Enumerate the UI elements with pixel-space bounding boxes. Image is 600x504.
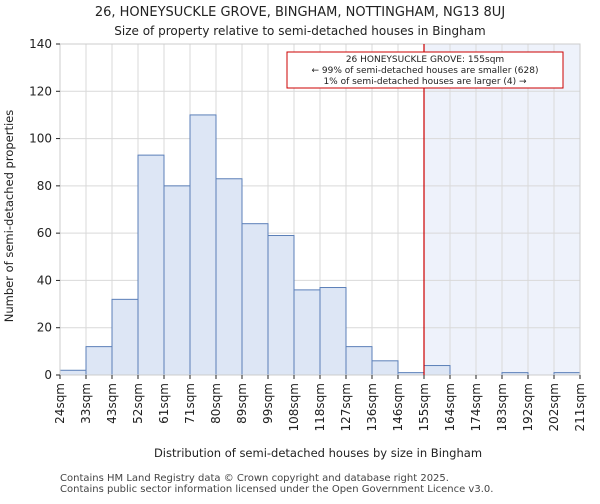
bar [423, 365, 451, 376]
bar [267, 235, 295, 376]
footer-line-2: Contains public sector information licen… [60, 484, 494, 495]
y-axis-label: Number of semi-detached properties [2, 110, 16, 322]
bars [59, 114, 581, 376]
annotation-box [286, 51, 564, 89]
x-tick-label: 43sqm [105, 383, 119, 424]
y-tick-label: 80 [37, 179, 52, 193]
bar [371, 360, 399, 376]
x-tick-label: 118sqm [313, 383, 327, 431]
x-tick-label: 164sqm [443, 383, 457, 431]
bar [319, 287, 347, 376]
x-tick-label: 202sqm [547, 383, 561, 431]
x-tick-label: 61sqm [157, 383, 171, 424]
footer-line-1: Contains HM Land Registry data © Crown c… [60, 473, 449, 484]
y-tick-label: 100 [29, 132, 52, 146]
x-tick-label: 108sqm [287, 383, 301, 431]
annotation-line-2: ← 99% of semi-detached houses are smalle… [312, 66, 539, 76]
x-tick-label: 99sqm [261, 383, 275, 424]
bar [59, 369, 87, 376]
x-tick-label: 136sqm [365, 383, 379, 431]
annotation-line-1: 26 HONEYSUCKLE GROVE: 155sqm [346, 55, 504, 65]
bar [189, 114, 217, 376]
annotation-box-group: 26 HONEYSUCKLE GROVE: 155sqm ← 99% of se… [286, 51, 564, 89]
y-tick-label: 60 [37, 226, 52, 240]
annotation-line-3: 1% of semi-detached houses are larger (4… [323, 77, 527, 87]
bar [163, 185, 191, 376]
x-tick-label: 33sqm [79, 383, 93, 424]
x-tick-label: 211sqm [573, 383, 587, 431]
y-tick-label: 120 [29, 84, 52, 98]
bar [215, 178, 243, 376]
x-tick-label: 24sqm [53, 383, 67, 424]
x-tick-label: 71sqm [183, 383, 197, 424]
y-tick-label: 0 [44, 368, 52, 382]
x-tick-label: 89sqm [235, 383, 249, 424]
x-tick-label: 146sqm [391, 383, 405, 431]
chart-subtitle: Size of property relative to semi-detach… [114, 24, 485, 38]
chart-title: 26, HONEYSUCKLE GROVE, BINGHAM, NOTTINGH… [95, 5, 505, 20]
x-tick-label: 192sqm [521, 383, 535, 431]
y-tick-label: 20 [37, 321, 52, 335]
bar [137, 154, 165, 376]
x-tick-label: 127sqm [339, 383, 353, 431]
y-tick-label: 140 [29, 37, 52, 51]
bar [85, 346, 113, 376]
x-axis-label: Distribution of semi-detached houses by … [154, 446, 482, 460]
x-tick-labels: 24sqm 33sqm 43sqm 52sqm 61sqm 71sqm 80sqm 89sqm… [53, 375, 587, 431]
x-tick-label: 183sqm [495, 383, 509, 431]
bar [345, 346, 373, 376]
y-tick-labels: 0 20 40 60 80 100 120 140 [29, 37, 60, 382]
x-tick-label: 155sqm [417, 383, 431, 431]
bar [111, 298, 139, 376]
y-tick-label: 40 [37, 273, 52, 287]
x-tick-label: 80sqm [209, 383, 223, 424]
x-tick-label: 52sqm [131, 383, 145, 424]
bar [241, 223, 269, 376]
x-tick-label: 174sqm [469, 383, 483, 431]
bar [293, 289, 321, 376]
